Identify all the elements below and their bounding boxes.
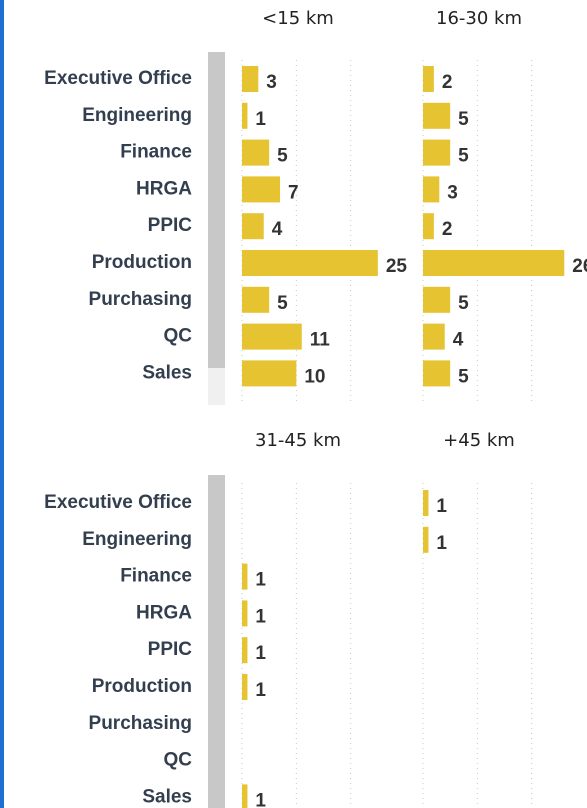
bar <box>242 323 302 350</box>
bar <box>423 66 434 92</box>
value-label: 1 <box>255 643 266 664</box>
category-label: Production <box>92 252 192 273</box>
value-label: 5 <box>458 146 469 167</box>
value-label: 1 <box>255 109 266 130</box>
value-label: 1 <box>255 680 266 701</box>
left-border <box>0 0 4 808</box>
panel-title: 31-45 km <box>255 430 341 451</box>
value-label: 3 <box>447 182 458 203</box>
category-label: QC <box>164 750 193 771</box>
value-label: 4 <box>272 219 283 240</box>
value-label: 7 <box>288 182 299 203</box>
panel-title: 16-30 km <box>436 8 522 29</box>
value-label: 5 <box>277 146 288 167</box>
category-label: Finance <box>120 142 192 163</box>
bar <box>242 102 248 129</box>
value-label: 3 <box>266 72 277 93</box>
bar <box>242 176 281 203</box>
value-label: 1 <box>436 496 447 517</box>
value-label: 5 <box>277 293 288 314</box>
value-label: 5 <box>458 366 469 387</box>
bar <box>423 213 434 240</box>
value-label: 2 <box>442 72 453 93</box>
bar <box>242 563 248 590</box>
bar <box>423 102 451 129</box>
value-label: 11 <box>310 330 331 351</box>
value-label: 5 <box>458 293 469 314</box>
scrollbar-track <box>208 368 225 405</box>
value-label: 1 <box>255 790 266 808</box>
panel-title: +45 km <box>443 430 515 451</box>
value-label: 26 <box>572 256 587 277</box>
panel-title: <15 km <box>262 8 334 29</box>
value-label: 4 <box>453 330 464 351</box>
bar <box>242 360 297 387</box>
bar <box>423 323 445 350</box>
category-label: Executive Office <box>44 492 192 513</box>
value-label: 10 <box>304 366 325 387</box>
bar <box>242 637 248 664</box>
bar <box>423 139 451 166</box>
bar <box>242 674 248 700</box>
bar <box>423 286 451 313</box>
category-label: QC <box>164 326 193 347</box>
bar <box>423 490 429 516</box>
category-label: HRGA <box>136 602 192 623</box>
category-label: Purchasing <box>89 289 192 310</box>
value-label: 25 <box>386 256 408 277</box>
bar <box>242 784 248 808</box>
category-label: Engineering <box>82 105 192 126</box>
value-label: 1 <box>436 533 447 554</box>
bar <box>423 250 565 276</box>
bar <box>242 286 270 313</box>
scrollbar <box>208 475 225 808</box>
bar <box>423 360 451 387</box>
bar <box>423 176 440 203</box>
category-label: Purchasing <box>89 713 192 734</box>
category-label: Production <box>92 676 192 697</box>
scrollbar <box>208 52 225 368</box>
value-label: 2 <box>442 219 453 240</box>
category-label: PPIC <box>148 215 193 236</box>
value-label: 5 <box>458 109 469 130</box>
category-label: Engineering <box>82 529 192 550</box>
category-label: Sales <box>142 786 192 807</box>
bar <box>242 139 270 166</box>
value-label: 1 <box>255 570 266 591</box>
bar <box>242 213 264 240</box>
category-label: PPIC <box>148 639 193 660</box>
bar <box>423 526 429 553</box>
bar <box>242 600 248 627</box>
category-label: Finance <box>120 566 192 587</box>
category-label: HRGA <box>136 178 192 199</box>
category-label: Executive Office <box>44 68 192 89</box>
bar <box>242 66 259 92</box>
category-label: Sales <box>142 362 192 383</box>
bar <box>242 250 378 276</box>
value-label: 1 <box>255 606 266 627</box>
